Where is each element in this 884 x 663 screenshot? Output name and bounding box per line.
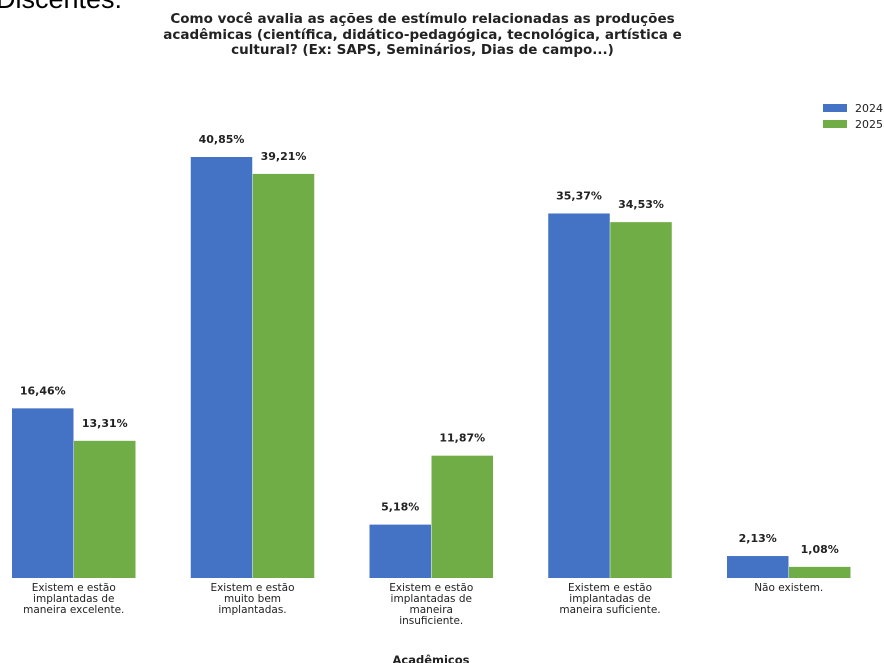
bar-2025-1	[74, 440, 136, 578]
bar-2024-1	[12, 408, 74, 578]
bar-2024-4	[548, 213, 610, 578]
value-label-2024-2: 40,85%	[199, 133, 245, 146]
value-label-2024-3: 5,18%	[381, 501, 419, 514]
legend-swatch-2025	[823, 120, 847, 128]
bar-2025-4	[610, 222, 672, 578]
value-label-2024-4: 35,37%	[556, 189, 602, 202]
value-label-2024-5: 2,13%	[739, 532, 777, 545]
value-label-2025-5: 1,08%	[801, 543, 839, 556]
bar-2025-2	[252, 173, 315, 578]
value-label-2025-2: 39,21%	[261, 150, 307, 163]
value-label-2025-1: 13,31%	[82, 417, 128, 430]
chart-title: Como você avalia as ações de estímulo re…	[163, 11, 682, 58]
value-label-2024-1: 16,46%	[20, 384, 66, 397]
bar-2025-5	[789, 566, 851, 578]
category-label-1: Existem e estão implantadas de maneira exc…	[23, 582, 124, 616]
value-label-2025-4: 34,53%	[618, 198, 664, 211]
legend-label-2025: 2025	[855, 118, 883, 131]
category-label-5: Não existem.	[754, 582, 823, 594]
legend-label-2024: 2024	[855, 102, 883, 115]
header-text: Discentes:	[0, 0, 122, 15]
value-label-2025-3: 11,87%	[439, 432, 485, 445]
bar-2024-5	[727, 556, 789, 578]
legend-swatch-2024	[823, 104, 847, 112]
x-axis-title: Acadêmicos	[393, 653, 470, 663]
category-label-2: Existem e estão muito bem implantadas.	[210, 582, 294, 616]
bar-2024-3	[369, 524, 431, 578]
category-label-4: Existem e estão implantadas de maneira suf…	[559, 582, 660, 616]
bar-2024-2	[190, 157, 253, 578]
bar-2025-3	[431, 455, 493, 578]
category-label-3: Existem e estão implantadas de maneira insu…	[389, 582, 473, 627]
